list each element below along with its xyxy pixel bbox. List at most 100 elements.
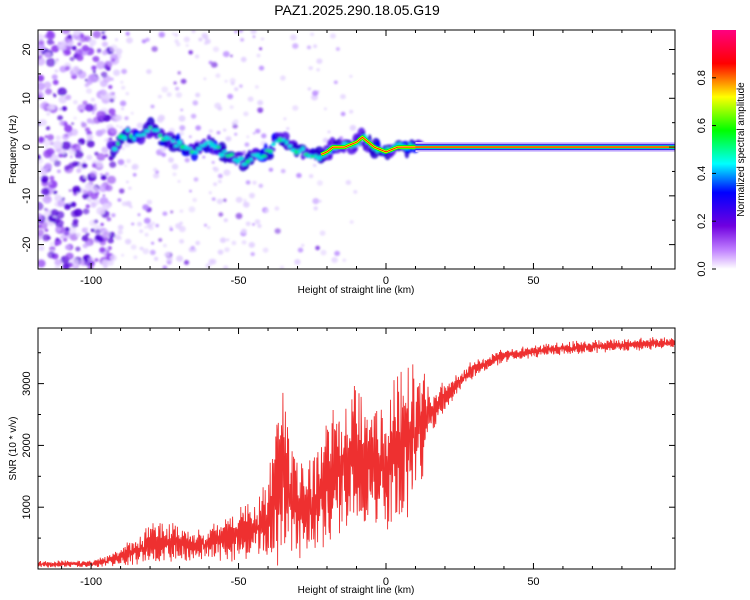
noise-blob [174,33,179,37]
noise-blob [85,232,90,237]
ridge-core [192,150,199,154]
noise-blob [64,203,71,210]
noise-blob [126,180,129,184]
noise-blob [145,37,150,42]
noise-blob [156,117,164,123]
noise-blob [144,232,149,237]
noise-blob [90,202,97,208]
noise-blob [142,248,150,255]
noise-blob [327,130,331,134]
noise-blob [319,230,326,236]
colorbar-ticks: 0.0 0.2 0.4 0.6 0.8 [696,70,716,277]
noise-blob [90,228,95,233]
ridge-core [300,146,305,152]
noise-blob [86,190,94,196]
noise-blob [55,211,65,219]
noise-blob [83,175,88,179]
ridge-core [129,134,133,139]
noise-blob [124,164,127,168]
noise-blob [57,43,66,51]
noise-blob [96,110,106,120]
noise-blob [169,225,173,229]
ridge-core [138,133,143,137]
noise-blob [87,197,92,202]
noise-blob [64,124,73,133]
noise-blob [180,108,184,112]
noise-blob [335,47,340,51]
noise-blob [172,172,177,177]
noise-blob [137,213,141,217]
noise-blob [38,57,46,66]
noise-blob [68,148,76,155]
noise-blob [313,206,319,211]
noise-blob [311,94,318,101]
noise-blob [150,104,155,109]
noise-blob [38,54,43,59]
noise-blob [214,102,222,109]
ridge-core [260,154,267,158]
noise-blob [121,68,127,75]
noise-blob [46,112,51,116]
noise-blob [274,206,280,211]
colorbar-tick-label: 0.0 [696,261,708,276]
noise-blob [306,45,312,50]
noise-blob [109,161,117,168]
noise-blob [213,182,218,186]
noise-blob [41,177,48,184]
ridge-core [216,145,221,149]
noise-blob [257,224,262,228]
noise-blob [216,198,223,205]
x-tick-label: 50 [527,275,539,287]
noise-blob [124,116,129,121]
ridge-core [275,140,279,143]
ridge-core [245,159,250,164]
noise-blob [52,93,56,96]
noise-blob [106,259,114,266]
noise-blob [82,179,86,183]
noise-blob [73,208,83,217]
ridge-core [158,133,162,138]
ridge-core [218,152,225,157]
noise-blob [261,133,267,139]
noise-blob [202,155,206,159]
noise-blob [252,35,256,38]
noise-blob [121,146,125,151]
noise-blob [203,77,207,81]
ridge-core [173,144,179,148]
noise-blob [130,111,134,115]
ridge-blob [404,148,413,154]
spectrogram-y-axis-label: Frequency (Hz) [8,115,19,184]
noise-blob [94,258,99,262]
noise-blob [229,105,234,109]
noise-blob [231,240,237,246]
noise-blob [81,122,87,128]
noise-blob [54,194,62,202]
noise-blob [137,221,142,227]
noise-blob [222,198,227,202]
noise-blob [129,205,133,209]
noise-blob [340,111,346,117]
noise-blob [312,163,317,167]
noise-blob [243,201,250,208]
noise-blob [90,97,95,102]
ridge-core [144,129,151,133]
noise-blob [46,126,50,131]
noise-blob [235,212,243,220]
noise-blob [76,168,82,173]
noise-blob [131,222,135,226]
noise-blob [85,204,91,209]
noise-blob [177,180,181,183]
noise-blob [54,264,61,269]
ridge-core [213,144,218,149]
noise-blob [38,176,42,179]
noise-blob [95,160,104,168]
noise-blob [133,255,138,260]
noise-blob [114,234,121,240]
noise-blob [111,213,116,218]
noise-blob [188,50,193,55]
noise-blob [292,43,299,49]
noise-blob [139,229,144,233]
noise-blob [38,217,41,221]
colorbar-label: Normalized spectral amplitude [736,82,747,217]
